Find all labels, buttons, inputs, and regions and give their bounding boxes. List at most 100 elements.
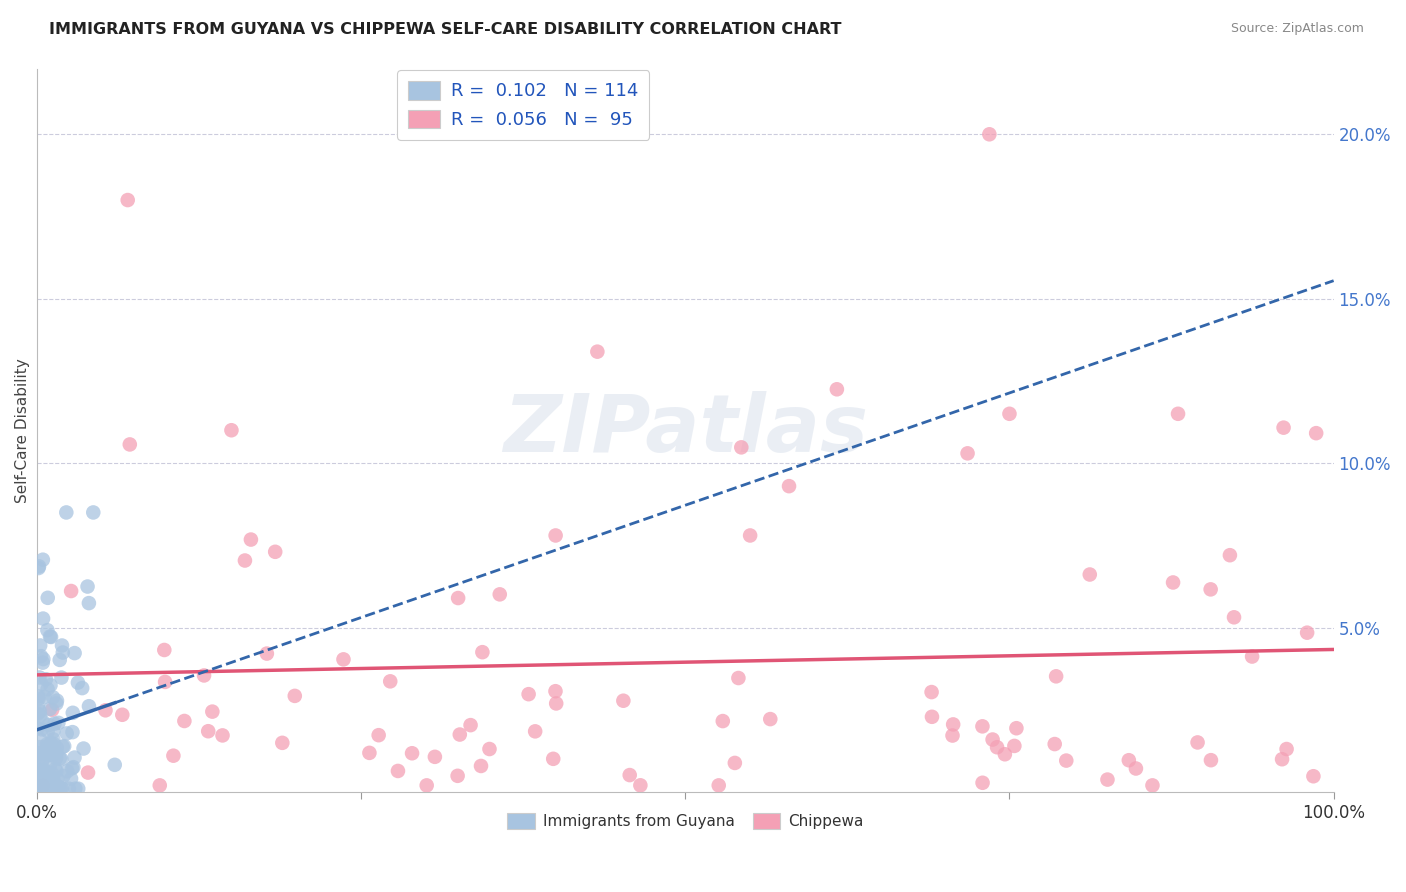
Point <box>221 423 243 437</box>
Point <box>52 646 75 660</box>
Point <box>941 729 963 743</box>
Point <box>1223 610 1246 624</box>
Point <box>264 545 287 559</box>
Point <box>998 407 1021 421</box>
Point <box>28 559 51 574</box>
Point <box>31 656 53 670</box>
Point <box>972 776 994 790</box>
Point <box>30 639 52 653</box>
Point <box>1167 407 1189 421</box>
Point <box>711 714 734 728</box>
Point <box>778 479 800 493</box>
Point <box>972 719 994 733</box>
Point <box>27 721 49 735</box>
Point <box>1078 567 1101 582</box>
Point <box>25 746 48 760</box>
Point <box>740 528 762 542</box>
Point <box>72 741 94 756</box>
Point <box>1097 772 1119 787</box>
Point <box>46 693 69 707</box>
Point <box>41 773 63 788</box>
Point <box>32 764 55 779</box>
Point <box>27 561 49 575</box>
Point <box>37 773 59 788</box>
Point <box>415 778 437 792</box>
Point <box>30 775 52 789</box>
Point <box>35 747 58 761</box>
Point <box>39 678 62 692</box>
Point <box>28 750 51 764</box>
Point <box>46 772 69 786</box>
Point <box>77 765 100 780</box>
Point <box>76 580 98 594</box>
Point <box>28 671 51 685</box>
Point <box>34 763 56 777</box>
Point <box>1161 575 1184 590</box>
Point <box>1271 752 1294 766</box>
Point <box>30 740 52 755</box>
Point <box>65 781 87 796</box>
Point <box>35 781 58 796</box>
Point <box>470 759 492 773</box>
Point <box>239 533 262 547</box>
Point <box>77 596 100 610</box>
Point <box>49 781 72 796</box>
Point <box>39 702 62 716</box>
Point <box>60 584 83 599</box>
Point <box>921 685 943 699</box>
Point <box>27 771 49 785</box>
Point <box>37 623 59 637</box>
Point <box>149 778 172 792</box>
Point <box>63 646 86 660</box>
Point <box>39 630 62 644</box>
Point <box>30 732 52 747</box>
Point <box>981 732 1004 747</box>
Point <box>51 781 73 796</box>
Point <box>111 707 134 722</box>
Point <box>66 675 89 690</box>
Point <box>39 630 62 644</box>
Point <box>31 552 53 566</box>
Point <box>42 744 65 758</box>
Point <box>271 736 294 750</box>
Point <box>38 718 60 732</box>
Point <box>28 705 51 719</box>
Point <box>1219 548 1241 562</box>
Point <box>1002 739 1025 753</box>
Point <box>28 691 51 706</box>
Point <box>359 746 381 760</box>
Point <box>56 764 79 779</box>
Point <box>1272 420 1295 434</box>
Point <box>256 647 278 661</box>
Point <box>55 726 77 740</box>
Point <box>1199 753 1222 767</box>
Point <box>41 747 63 762</box>
Point <box>45 764 67 778</box>
Point <box>211 728 233 742</box>
Point <box>727 671 749 685</box>
Point <box>193 668 215 682</box>
Point <box>37 769 59 783</box>
Point <box>45 697 67 711</box>
Point <box>1125 762 1147 776</box>
Point <box>118 437 141 451</box>
Point <box>284 689 307 703</box>
Point <box>35 781 58 796</box>
Point <box>31 778 53 792</box>
Point <box>48 653 70 667</box>
Point <box>39 757 62 772</box>
Point <box>45 751 67 765</box>
Point <box>34 690 56 704</box>
Point <box>51 639 73 653</box>
Point <box>446 769 468 783</box>
Point <box>173 714 195 728</box>
Point <box>42 724 65 739</box>
Point <box>30 677 52 691</box>
Point <box>28 772 51 787</box>
Point <box>32 611 55 625</box>
Point <box>52 739 75 754</box>
Point <box>979 128 1001 142</box>
Point <box>32 778 55 792</box>
Text: IMMIGRANTS FROM GUYANA VS CHIPPEWA SELF-CARE DISABILITY CORRELATION CHART: IMMIGRANTS FROM GUYANA VS CHIPPEWA SELF-… <box>49 22 842 37</box>
Point <box>62 725 84 739</box>
